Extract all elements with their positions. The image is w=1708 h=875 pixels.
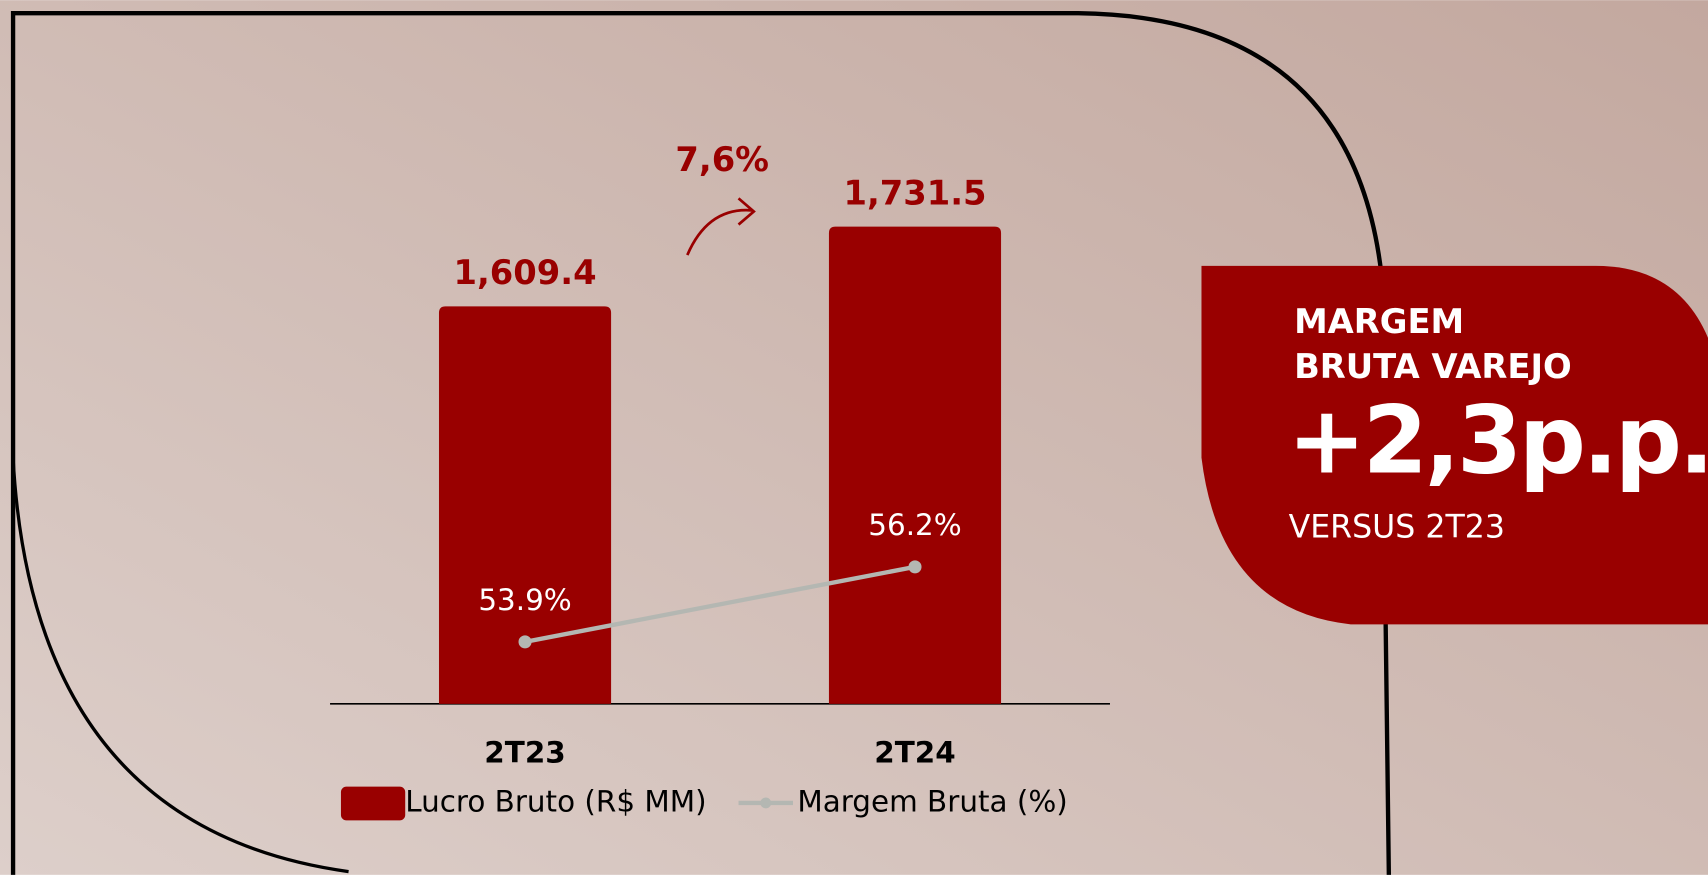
data-label: 56.2%	[868, 508, 961, 542]
x-tick-label: 2T23	[484, 735, 565, 769]
legend-swatch	[760, 797, 772, 809]
data-label: 53.9%	[478, 583, 571, 617]
highlight-panel	[1201, 265, 1708, 625]
legend-swatch	[340, 786, 406, 821]
bar	[828, 226, 1002, 704]
line-point	[518, 635, 532, 649]
line	[524, 564, 916, 645]
line-point	[908, 560, 922, 574]
panel-heading: BRUTA VAREJO	[1294, 347, 1572, 386]
frame-outline	[10, 11, 1392, 875]
growth-arrow	[686, 197, 756, 256]
panel-value: +2,3p.p.	[1288, 387, 1708, 496]
x-tick-label: 2T24	[874, 735, 955, 769]
legend-label: Lucro Bruto (R$ MM)	[405, 784, 706, 818]
legend-label: Margem Bruta (%)	[797, 784, 1067, 818]
data-label: 1,731.5	[843, 174, 986, 213]
growth-annotation: 7,6%	[675, 140, 769, 179]
data-label: 1,609.4	[454, 253, 597, 292]
frame-curve	[11, 457, 349, 874]
panel-caption: VERSUS 2T23	[1289, 509, 1505, 545]
panel-heading: MARGEM	[1294, 302, 1464, 341]
bar	[438, 306, 612, 704]
